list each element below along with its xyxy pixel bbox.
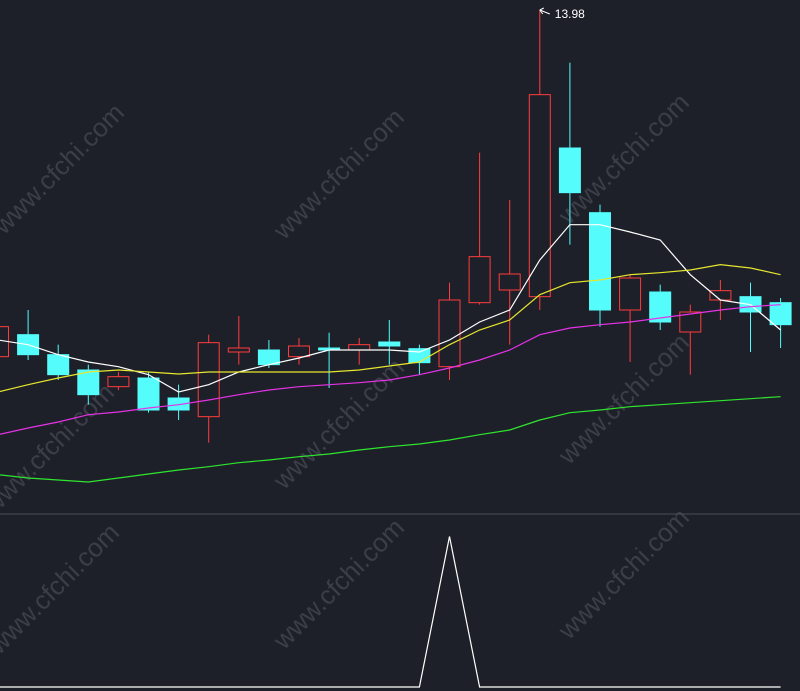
watermarks: www.cfchi.com www.cfchi.com www.cfchi.comw… bbox=[0, 87, 695, 660]
indicator-line bbox=[0, 536, 781, 688]
watermark: www.cfchi.com bbox=[266, 512, 409, 655]
candle-body bbox=[227, 347, 250, 353]
candle-body bbox=[288, 345, 310, 358]
candle-body bbox=[498, 273, 521, 291]
candle-body bbox=[107, 376, 130, 388]
candle-body bbox=[77, 369, 100, 396]
watermark: www.cfchi.com bbox=[551, 327, 694, 470]
candle-body bbox=[468, 256, 491, 304]
candle-body bbox=[137, 377, 160, 411]
candle-body bbox=[47, 354, 70, 376]
watermark: www.cfchi.com bbox=[0, 377, 120, 520]
candle-body bbox=[167, 397, 190, 411]
candle-body bbox=[438, 299, 461, 368]
candle-body bbox=[558, 147, 581, 194]
candle-body bbox=[197, 342, 220, 418]
candle-body bbox=[679, 311, 702, 333]
candle-body bbox=[528, 94, 551, 298]
watermark: www.cfchi.com bbox=[0, 97, 130, 240]
ma-line bbox=[0, 396, 781, 483]
candle-body bbox=[408, 348, 431, 364]
high-label: 13.98 bbox=[555, 7, 585, 21]
candle-body bbox=[649, 291, 672, 323]
candle-body bbox=[348, 344, 371, 351]
candle-body bbox=[709, 290, 732, 301]
watermark: www.cfchi.com bbox=[551, 502, 694, 645]
watermark: www.cfchi.com bbox=[266, 352, 409, 495]
candle-body bbox=[589, 212, 611, 311]
candle-body bbox=[769, 302, 792, 326]
watermark: www.cfchi.com bbox=[0, 517, 125, 660]
high-pointer bbox=[539, 7, 550, 15]
ma-line bbox=[0, 224, 781, 393]
ma-line bbox=[0, 304, 781, 435]
candle-body bbox=[619, 277, 642, 311]
watermark: www.cfchi.com bbox=[266, 102, 409, 245]
ma-line bbox=[0, 264, 781, 393]
candle-body bbox=[378, 341, 401, 347]
